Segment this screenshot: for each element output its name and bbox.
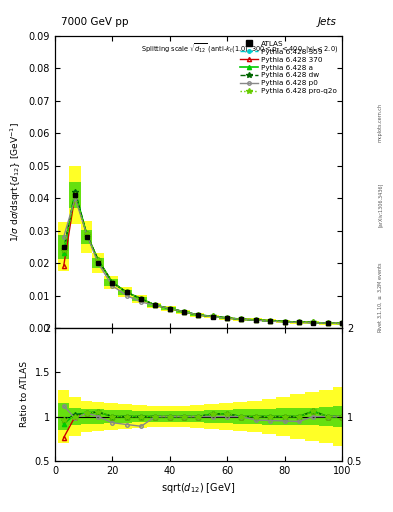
Bar bbox=[276, 397, 290, 436]
Bar bbox=[305, 322, 319, 324]
Bar bbox=[81, 230, 92, 244]
Bar bbox=[161, 306, 176, 311]
X-axis label: sqrt($d_{12}$) [GeV]: sqrt($d_{12}$) [GeV] bbox=[162, 481, 235, 495]
Bar bbox=[333, 323, 351, 324]
Bar bbox=[333, 387, 351, 446]
Bar bbox=[118, 287, 132, 297]
Bar bbox=[219, 410, 233, 423]
Bar bbox=[81, 410, 92, 423]
Bar bbox=[92, 253, 104, 273]
Bar bbox=[262, 409, 276, 424]
Bar bbox=[92, 410, 104, 423]
Bar bbox=[290, 322, 305, 323]
Bar bbox=[319, 322, 333, 325]
Bar bbox=[58, 234, 70, 259]
Bar bbox=[70, 165, 81, 224]
Bar bbox=[81, 221, 92, 253]
Bar bbox=[132, 405, 147, 428]
Bar bbox=[276, 321, 290, 322]
Bar bbox=[161, 307, 176, 310]
Text: Splitting scale $\sqrt{d_{12}}$ (anti-$k_t$(1.0), 300< $p_T$ < 400, |y| < 2.0): Splitting scale $\sqrt{d_{12}}$ (anti-$k… bbox=[141, 41, 338, 56]
Bar bbox=[176, 411, 190, 422]
Bar bbox=[247, 319, 262, 321]
Bar bbox=[190, 314, 204, 316]
Bar bbox=[81, 400, 92, 433]
Bar bbox=[104, 276, 118, 289]
Bar bbox=[190, 313, 204, 317]
Bar bbox=[305, 408, 319, 425]
Bar bbox=[92, 402, 104, 431]
Bar bbox=[132, 295, 147, 303]
Bar bbox=[104, 280, 118, 286]
Bar bbox=[70, 408, 81, 425]
Bar bbox=[147, 411, 161, 422]
Legend: ATLAS, Pythia 6.428 359, Pythia 6.428 370, Pythia 6.428 a, Pythia 6.428 dw, Pyth: ATLAS, Pythia 6.428 359, Pythia 6.428 37… bbox=[239, 39, 338, 96]
Bar bbox=[118, 290, 132, 295]
Bar bbox=[147, 304, 161, 307]
Bar bbox=[58, 390, 70, 443]
Bar bbox=[305, 322, 319, 323]
Bar bbox=[161, 411, 176, 422]
Bar bbox=[204, 410, 219, 423]
Bar bbox=[262, 319, 276, 322]
Bar bbox=[176, 406, 190, 427]
Bar bbox=[161, 406, 176, 427]
Bar bbox=[190, 405, 204, 428]
Bar bbox=[176, 311, 190, 313]
Y-axis label: 1/$\sigma$ d$\sigma$/dsqrt{$d_{12}$} [GeV$^{-1}$]: 1/$\sigma$ d$\sigma$/dsqrt{$d_{12}$} [Ge… bbox=[9, 122, 23, 242]
Bar bbox=[219, 317, 233, 319]
Bar bbox=[290, 394, 305, 439]
Bar bbox=[319, 407, 333, 426]
Bar bbox=[305, 392, 319, 441]
Bar bbox=[104, 403, 118, 430]
Bar bbox=[333, 406, 351, 427]
Text: mcplots.cern.ch: mcplots.cern.ch bbox=[378, 103, 383, 142]
Bar bbox=[233, 318, 247, 321]
Bar bbox=[290, 408, 305, 425]
Text: 7000 GeV pp: 7000 GeV pp bbox=[61, 17, 128, 27]
Text: [arXiv:1306.3436]: [arXiv:1306.3436] bbox=[378, 183, 383, 227]
Bar bbox=[204, 315, 219, 318]
Bar bbox=[58, 403, 70, 430]
Bar bbox=[132, 297, 147, 301]
Bar bbox=[333, 322, 351, 325]
Bar bbox=[118, 410, 132, 423]
Bar bbox=[319, 390, 333, 443]
Bar bbox=[204, 316, 219, 317]
Bar bbox=[262, 320, 276, 322]
Text: Jets: Jets bbox=[317, 17, 336, 27]
Bar bbox=[247, 410, 262, 423]
Bar bbox=[319, 323, 333, 324]
Bar bbox=[219, 317, 233, 319]
Bar bbox=[290, 321, 305, 324]
Bar bbox=[233, 402, 247, 431]
Bar bbox=[147, 303, 161, 308]
Bar bbox=[233, 318, 247, 320]
Bar bbox=[104, 410, 118, 423]
Bar bbox=[132, 411, 147, 422]
Y-axis label: Ratio to ATLAS: Ratio to ATLAS bbox=[20, 361, 29, 428]
Bar bbox=[58, 223, 70, 271]
Bar bbox=[276, 408, 290, 425]
Text: Rivet 3.1.10, $\geq$ 3.2M events: Rivet 3.1.10, $\geq$ 3.2M events bbox=[376, 261, 384, 333]
Bar bbox=[219, 403, 233, 430]
Bar bbox=[262, 399, 276, 434]
Bar bbox=[276, 320, 290, 323]
Bar bbox=[247, 318, 262, 322]
Bar bbox=[176, 310, 190, 314]
Bar bbox=[233, 410, 247, 423]
Bar bbox=[70, 182, 81, 208]
Bar bbox=[147, 406, 161, 427]
Bar bbox=[204, 404, 219, 429]
Bar bbox=[118, 404, 132, 429]
Bar bbox=[92, 258, 104, 268]
Bar bbox=[70, 397, 81, 436]
Bar bbox=[190, 411, 204, 422]
Bar bbox=[247, 400, 262, 433]
